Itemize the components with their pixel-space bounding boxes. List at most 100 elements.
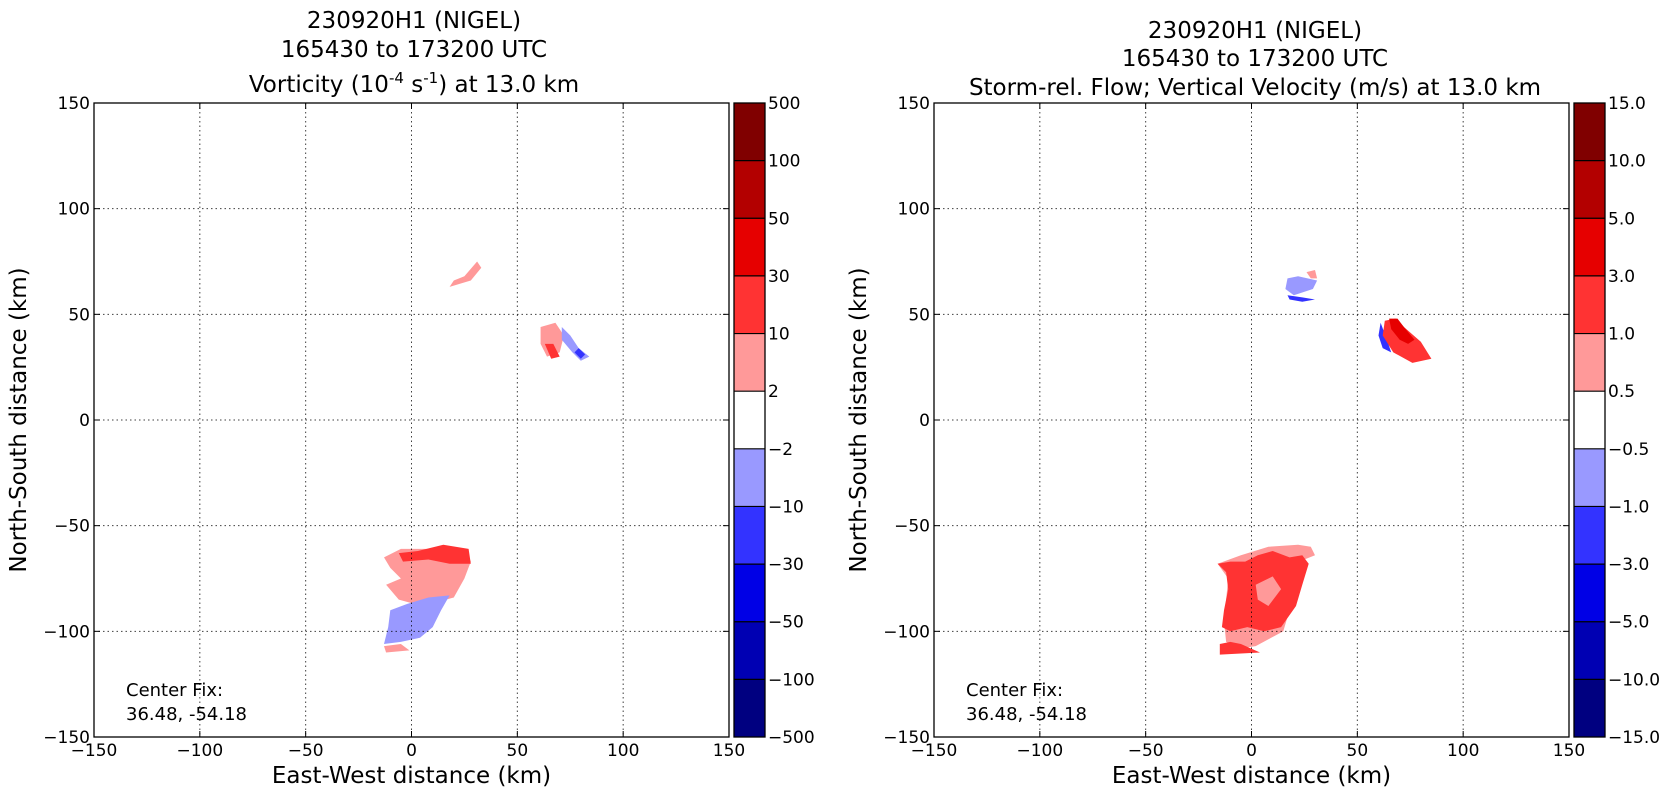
colorbar-swatch — [1574, 679, 1605, 737]
contour-region — [1287, 295, 1315, 302]
contour-region — [398, 544, 471, 564]
y-tick-label: −150 — [43, 728, 90, 748]
contour-region — [384, 595, 450, 644]
colorbar-swatch — [1574, 103, 1605, 161]
colorbar-label: −10.0 — [1608, 670, 1660, 690]
colorbar-swatch — [1574, 218, 1605, 276]
colorbar-label: −15.0 — [1608, 728, 1660, 748]
y-tick-label: −50 — [54, 517, 90, 537]
contour-region — [544, 343, 560, 359]
axis-ticks: −150 −100 −50 0 50 100 150 150 100 50 0 −50 −100 −150 — [43, 94, 745, 761]
x-tick-label: 150 — [713, 741, 745, 761]
contour-region — [561, 327, 590, 361]
colorbar-swatch — [1574, 564, 1605, 622]
chart-title-line2: 165430 to 173200 UTC — [281, 37, 547, 63]
y-axis-label: North-South distance (km) — [846, 267, 872, 572]
colorbar-label: −50 — [768, 613, 804, 633]
colorbar-swatch — [1574, 621, 1605, 680]
colorbar-label: 2 — [768, 382, 779, 402]
colorbar-swatch — [734, 506, 765, 565]
colorbar-swatch — [734, 103, 765, 161]
colorbar-label: −10 — [768, 497, 804, 517]
colorbar-label: −3.0 — [1608, 555, 1649, 575]
colorbar-label: −1.0 — [1608, 497, 1649, 517]
x-tick-label: 0 — [406, 741, 417, 761]
x-tick-label: 150 — [1553, 741, 1585, 761]
colorbar-swatch — [734, 391, 765, 449]
x-tick-label: −100 — [1016, 741, 1063, 761]
y-tick-label: 0 — [919, 411, 930, 431]
contour-region — [449, 261, 482, 287]
colorbar-frame — [733, 102, 766, 738]
vorticity-colorbar: 500 100 50 30 10 2 −2 −10 −30 −50 −100 −500 — [733, 94, 815, 748]
contour-region — [1219, 641, 1260, 655]
x-axis-label: East-West distance (km) — [1112, 763, 1391, 789]
colorbar-label: 15.0 — [1608, 94, 1646, 114]
contour-region — [1306, 270, 1318, 279]
x-tick-label: −50 — [288, 741, 324, 761]
chart-title-line3: Vorticity (10-4 s-1) at 13.0 km — [249, 69, 579, 98]
y-tick-label: −150 — [883, 728, 930, 748]
colorbar-label: 10 — [768, 325, 790, 345]
colorbar-label: 1.0 — [1608, 325, 1635, 345]
contour-region — [1285, 276, 1318, 296]
contour-region — [574, 348, 586, 359]
colorbar-label: −2 — [768, 440, 793, 460]
contour-region — [1389, 318, 1415, 344]
colorbar-label: −0.5 — [1608, 440, 1649, 460]
colorbar-label: 10.0 — [1608, 152, 1646, 172]
x-tick-label: 100 — [1447, 741, 1479, 761]
x-tick-label: −50 — [1128, 741, 1164, 761]
center-fix-value: 36.48, -54.18 — [966, 704, 1087, 725]
vorticity-panel: 230920H1 (NIGEL) 165430 to 173200 UTC Vo… — [6, 8, 815, 789]
x-tick-label: 50 — [1347, 741, 1369, 761]
x-tick-label: −150 — [911, 741, 958, 761]
y-tick-label: 150 — [58, 94, 90, 114]
center-fix-value: 36.48, -54.18 — [126, 704, 247, 725]
colorbar-label: 30 — [768, 267, 790, 287]
contour-region — [540, 322, 564, 357]
y-tick-label: 0 — [79, 411, 90, 431]
colorbar-swatch — [1574, 391, 1605, 449]
y-tick-label: −100 — [883, 622, 930, 642]
colorbar-label: 50 — [768, 209, 790, 229]
colorbar-swatch — [734, 275, 765, 334]
vertical-velocity-panel: 230920H1 (NIGEL) 165430 to 173200 UTC St… — [846, 18, 1660, 789]
center-fix-label: Center Fix: — [126, 680, 223, 701]
y-tick-label: 50 — [908, 305, 930, 325]
colorbar-swatch — [734, 564, 765, 622]
chart-title-line3: Storm-rel. Flow; Vertical Velocity (m/s)… — [969, 75, 1541, 101]
y-tick-label: −50 — [894, 517, 930, 537]
center-fix-label: Center Fix: — [966, 680, 1063, 701]
x-tick-label: −100 — [176, 741, 223, 761]
colorbar-label: 0.5 — [1608, 382, 1635, 402]
colorbar-swatch — [734, 218, 765, 276]
colorbar-swatch — [734, 621, 765, 680]
colorbar-label: 3.0 — [1608, 267, 1635, 287]
vertical-velocity-regions — [1217, 270, 1432, 655]
contour-region — [384, 644, 410, 653]
colorbar-frame — [1573, 102, 1606, 738]
vertical-velocity-colorbar: 15.0 10.0 5.0 3.0 1.0 0.5 −0.5 −1.0 −3.0 −5.0 −10.… — [1573, 94, 1660, 748]
colorbar-swatch — [1574, 275, 1605, 334]
colorbar-label: 500 — [768, 94, 800, 114]
colorbar-swatch — [734, 448, 765, 507]
x-tick-label: 100 — [607, 741, 639, 761]
colorbar-swatch — [1574, 506, 1605, 565]
y-tick-label: 100 — [898, 200, 930, 220]
colorbar-swatch — [1574, 160, 1605, 219]
x-axis-label: East-West distance (km) — [272, 763, 551, 789]
y-tick-label: 150 — [898, 94, 930, 114]
axis-ticks: −150 −100 −50 0 50 100 150 150 100 50 0 −50 −100 −150 — [883, 94, 1585, 761]
colorbar-label: 100 — [768, 152, 800, 172]
y-axis-label: North-South distance (km) — [6, 267, 32, 572]
x-tick-label: −150 — [71, 741, 118, 761]
y-tick-label: 50 — [68, 305, 90, 325]
colorbar-label: −30 — [768, 555, 804, 575]
colorbar-label: −5.0 — [1608, 613, 1649, 633]
contour-region — [1255, 576, 1282, 606]
colorbar-swatch — [734, 160, 765, 219]
y-tick-label: 100 — [58, 200, 90, 220]
colorbar-swatch — [1574, 333, 1605, 392]
